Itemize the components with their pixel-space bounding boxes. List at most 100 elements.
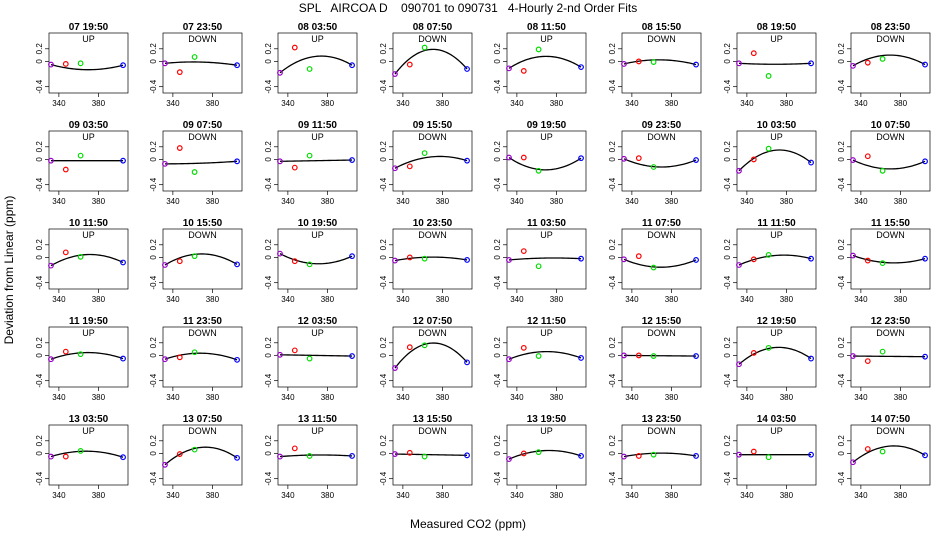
panel-frame [850, 32, 931, 94]
data-point-1 [162, 262, 168, 268]
panel-title: 10 15:50 [183, 218, 223, 229]
panel-title: 10 19:50 [298, 218, 338, 229]
data-point-2 [406, 61, 413, 68]
panel-mode-label: DOWN [876, 328, 905, 338]
y-tick-label: 0 [723, 451, 732, 456]
data-point-3 [765, 145, 772, 152]
data-point-4 [808, 451, 814, 458]
y-tick-label: -0.4 [608, 177, 617, 191]
panel-title: 09 11:50 [298, 120, 337, 131]
x-tick-label: 340 [166, 393, 180, 402]
y-tick-label: 0 [608, 451, 617, 456]
y-tick-label: 0.2 [723, 43, 732, 55]
fit-curve [394, 155, 468, 169]
fit-curve [738, 62, 812, 65]
y-tick-label: -0.4 [837, 177, 846, 191]
y-tick-label: 0.2 [837, 141, 846, 153]
panel-title: 10 11:50 [69, 218, 108, 229]
y-tick-label: 0.2 [149, 239, 158, 251]
y-tick-label: 0.2 [264, 435, 273, 447]
data-point-3 [535, 449, 542, 456]
data-point-1 [162, 461, 168, 468]
data-point-4 [464, 257, 470, 263]
data-point-2 [176, 69, 183, 76]
data-point-3 [191, 253, 198, 260]
data-point-3 [306, 66, 313, 72]
data-point-2 [406, 254, 413, 261]
panel-mode-label: UP [311, 132, 324, 142]
panel-title: 12 19:50 [757, 316, 797, 327]
x-tick-label: 340 [396, 295, 410, 304]
data-point-1 [621, 453, 627, 460]
data-point-1 [506, 456, 512, 463]
x-tick-label: 340 [854, 393, 868, 402]
panel-frame [506, 130, 587, 192]
data-point-1 [277, 453, 283, 460]
data-point-4 [464, 359, 470, 366]
y-tick-label: -0.4 [35, 275, 44, 289]
data-point-2 [750, 256, 757, 263]
data-point-4 [922, 158, 928, 165]
panel-mode-label: DOWN [418, 426, 447, 436]
y-tick-label: 0.2 [35, 43, 44, 55]
y-tick-label: 0 [608, 59, 617, 64]
panel-title: 07 23:50 [183, 22, 223, 33]
data-point-3 [306, 152, 313, 159]
x-tick-label: 340 [166, 99, 180, 108]
panel-frame [621, 130, 702, 192]
data-point-4 [578, 355, 584, 361]
y-tick-label: -0.4 [493, 177, 502, 191]
x-tick-label: 340 [510, 197, 524, 206]
data-point-3 [421, 255, 428, 262]
y-tick-label: -0.4 [608, 373, 617, 387]
data-point-3 [765, 454, 772, 461]
x-tick-label: 340 [740, 491, 754, 500]
panel-title: 14 07:50 [871, 414, 911, 425]
data-point-2 [864, 257, 871, 264]
fit-curve [50, 253, 124, 267]
data-point-3 [191, 349, 198, 356]
y-tick-label: 0.2 [493, 337, 502, 349]
y-tick-label: -0.4 [723, 275, 732, 289]
data-point-4 [922, 255, 928, 262]
data-point-2 [176, 145, 183, 151]
panel-title: 13 03:50 [69, 414, 109, 425]
data-point-2 [750, 50, 757, 57]
y-tick-label: -0.4 [493, 79, 502, 93]
x-tick-label: 380 [550, 393, 564, 402]
fit-curve [50, 63, 124, 71]
data-point-4 [578, 155, 584, 162]
y-tick-label: -0.4 [149, 471, 158, 485]
x-tick-label: 380 [92, 295, 106, 304]
data-point-1 [850, 157, 856, 163]
data-point-4 [808, 60, 814, 67]
fit-curve [738, 149, 812, 172]
panel-mode-label: UP [540, 230, 553, 240]
data-point-1 [506, 356, 512, 363]
y-tick-label: 0.2 [379, 43, 388, 55]
panel-title: 12 15:50 [642, 316, 682, 327]
panel-mode-label: DOWN [647, 328, 676, 338]
data-point-2 [291, 445, 298, 452]
data-point-1 [621, 256, 627, 263]
data-point-4 [578, 64, 584, 71]
panel-title: 11 11:50 [757, 218, 796, 229]
data-point-1 [850, 252, 856, 259]
x-tick-label: 340 [52, 197, 66, 206]
panel-mode-label: DOWN [876, 230, 905, 240]
y-tick-label: -0.4 [493, 275, 502, 289]
y-tick-label: 0 [837, 353, 846, 358]
x-tick-label: 380 [436, 393, 450, 402]
fit-curve [164, 352, 238, 361]
data-point-4 [922, 452, 928, 459]
x-tick-label: 340 [52, 393, 66, 402]
y-tick-label: -0.4 [493, 373, 502, 387]
